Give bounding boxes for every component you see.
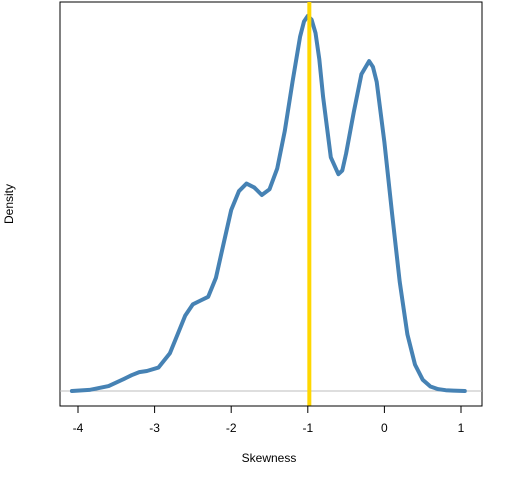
x-tick-label: -3 (149, 421, 160, 435)
x-tick-label: 1 (458, 421, 465, 435)
x-tick-label: -4 (73, 421, 84, 435)
x-tick-label: -2 (226, 421, 237, 435)
plot-frame (59, 1, 483, 407)
x-axis-ticks: -4 -3 -2 -1 0 1 (73, 406, 465, 435)
x-tick-label: 0 (381, 421, 388, 435)
density-curve (69, 13, 467, 393)
x-axis-label: Skewness (242, 451, 297, 465)
x-tick-label: -1 (302, 421, 313, 435)
y-axis-label: Density (2, 184, 16, 224)
